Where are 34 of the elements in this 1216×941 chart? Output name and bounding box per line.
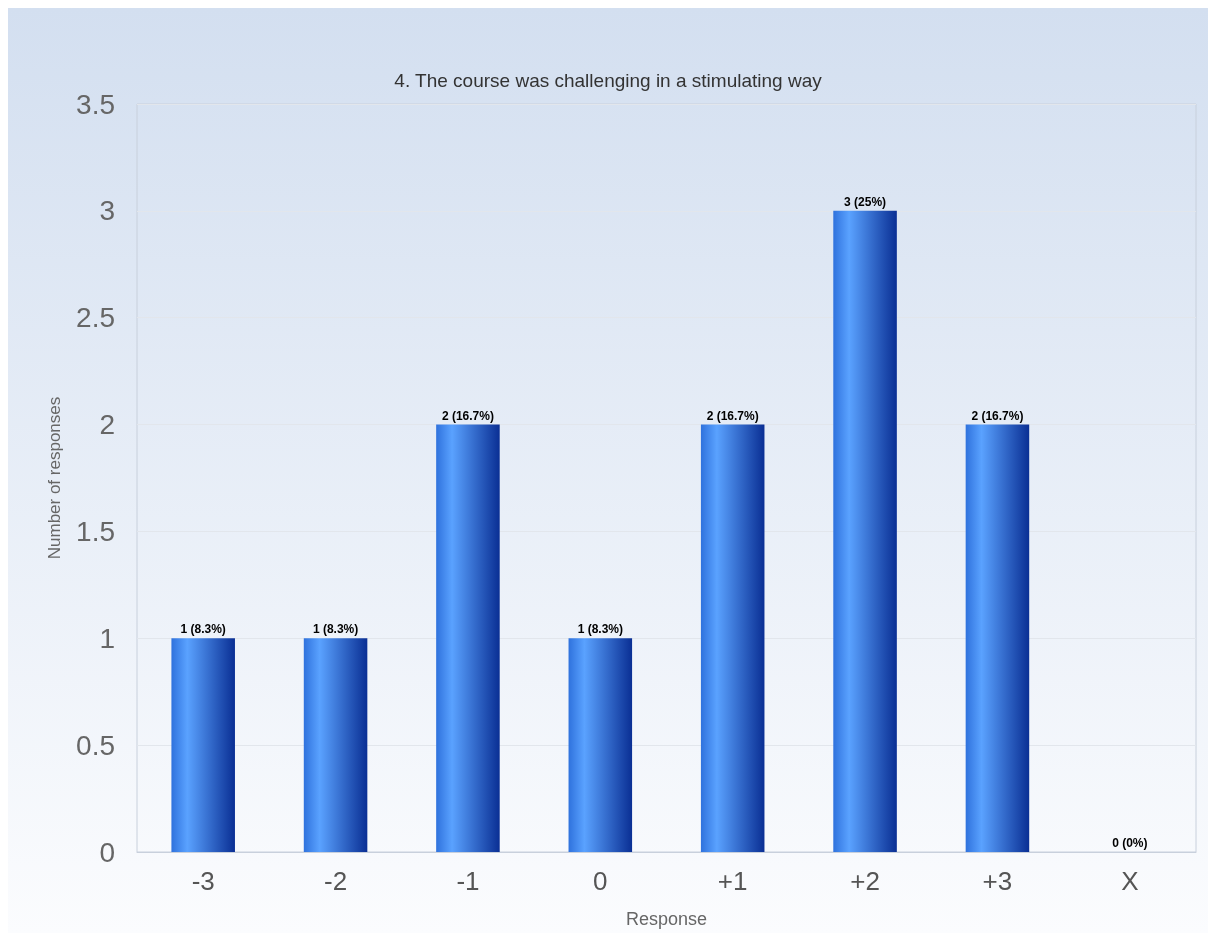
y-tick-label: 3 (99, 195, 115, 227)
y-tick-label: 0.5 (76, 729, 115, 761)
bar (833, 210, 897, 852)
bar (303, 638, 368, 852)
y-tick-label: 1.5 (76, 515, 115, 547)
x-axis-title: Response (625, 909, 708, 929)
data-label: 1 (8.3%) (180, 622, 226, 637)
data-label: 3 (25%) (844, 194, 887, 209)
data-label: 2 (16.7%) (971, 408, 1024, 423)
y-tick-label: 1 (99, 622, 115, 654)
x-tick-label: +2 (850, 866, 880, 896)
x-tick-label: +1 (717, 866, 748, 896)
x-tick-label: +3 (982, 866, 1013, 896)
x-tick-label: -3 (191, 866, 215, 896)
y-axis-title: Number of responses (45, 396, 64, 560)
bar (171, 638, 235, 852)
bar (568, 638, 633, 852)
x-tick-label: X (1121, 866, 1139, 896)
y-tick-label: 3.5 (76, 88, 115, 120)
y-tick-label: 2.5 (76, 302, 115, 334)
x-tick-label: -1 (456, 866, 480, 896)
data-label: 2 (16.7%) (441, 408, 494, 423)
bar (700, 424, 765, 852)
y-tick-label: 2 (99, 409, 115, 441)
x-tick-label: 0 (593, 866, 608, 896)
data-label: 0 (0%) (1112, 836, 1148, 850)
bar (436, 424, 500, 852)
y-tick-label: 0 (99, 836, 115, 868)
data-label: 2 (16.7%) (706, 408, 759, 423)
bar (965, 424, 1030, 852)
x-tick-label: -2 (324, 866, 348, 896)
chart-title: 4. The course was challenging in a stimulating way (394, 70, 823, 91)
data-label: 1 (8.3%) (577, 622, 623, 637)
data-label: 1 (8.3%) (312, 622, 359, 637)
